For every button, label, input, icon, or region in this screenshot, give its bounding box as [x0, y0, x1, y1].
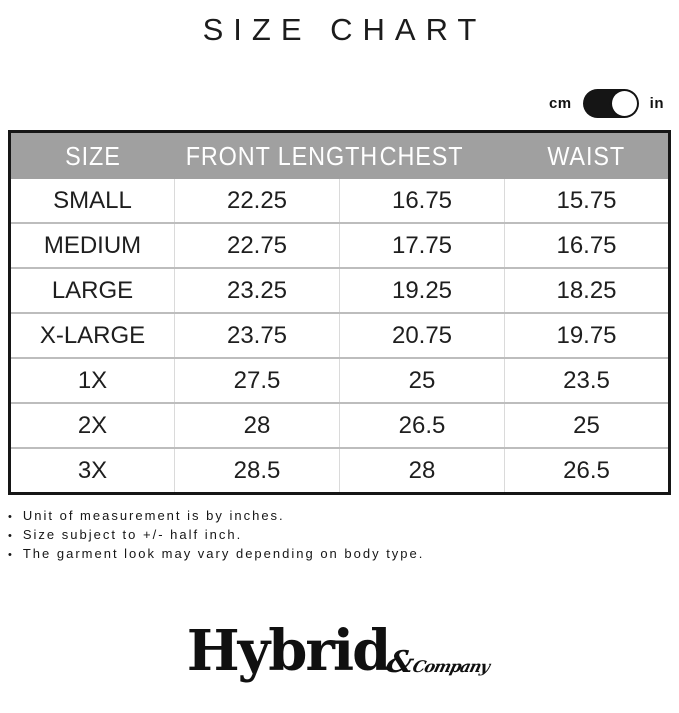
size-cell: 2X: [9, 402, 175, 448]
size-chart-table: SIZE FRONT LENGTH CHEST WAIST SMALL 22.2…: [8, 130, 671, 495]
front-length-cell: 23.25: [174, 267, 340, 313]
in-label: in: [649, 94, 664, 112]
brand-logo: Hybrid&Company: [0, 614, 679, 689]
chest-cell: 17.75: [339, 222, 505, 268]
note-item: • Size subject to +/- half inch.: [8, 526, 679, 545]
chest-cell: 28: [339, 447, 505, 494]
table-row: X-LARGE 23.75 20.75 19.75: [9, 312, 670, 358]
note-item: • The garment look may vary depending on…: [8, 545, 679, 564]
chest-cell: 19.25: [339, 267, 505, 313]
table-header-row: SIZE FRONT LENGTH CHEST WAIST: [9, 131, 670, 179]
note-text: Unit of measurement is by inches.: [22, 508, 285, 523]
unit-toggle-group: cm in: [0, 88, 679, 118]
chest-cell: 20.75: [339, 312, 505, 358]
note-item: • Unit of measurement is by inches.: [8, 507, 679, 526]
bullet-icon: •: [8, 549, 14, 561]
note-text: The garment look may vary depending on b…: [22, 546, 425, 561]
logo-company-text: Company: [411, 657, 492, 676]
column-header-chest: CHEST: [339, 131, 505, 179]
size-chart-table-container: SIZE FRONT LENGTH CHEST WAIST SMALL 22.2…: [8, 130, 671, 495]
cm-label: cm: [548, 94, 572, 112]
waist-cell: 16.75: [504, 222, 670, 268]
table-row: SMALL 22.25 16.75 15.75: [9, 179, 670, 223]
front-length-cell: 27.5: [174, 357, 340, 403]
front-length-cell: 28.5: [174, 447, 340, 494]
waist-cell: 25: [504, 402, 670, 448]
front-length-cell: 22.25: [174, 179, 340, 223]
note-text: Size subject to +/- half inch.: [22, 527, 243, 542]
waist-cell: 15.75: [504, 179, 670, 223]
bullet-icon: •: [8, 530, 14, 542]
front-length-cell: 22.75: [174, 222, 340, 268]
column-header-front-length: FRONT LENGTH: [174, 131, 377, 179]
table-row: 2X 28 26.5 25: [9, 402, 670, 448]
notes-list: • Unit of measurement is by inches. • Si…: [8, 507, 679, 564]
table-row: 1X 27.5 25 23.5: [9, 357, 670, 403]
column-header-size: SIZE: [9, 131, 175, 179]
chest-cell: 25: [339, 357, 505, 403]
bullet-icon: •: [8, 511, 14, 523]
table-row: MEDIUM 22.75 17.75 16.75: [9, 222, 670, 268]
size-cell: 1X: [9, 357, 175, 403]
size-cell: SMALL: [9, 179, 175, 223]
size-cell: MEDIUM: [9, 222, 175, 268]
waist-cell: 19.75: [504, 312, 670, 358]
waist-cell: 18.25: [504, 267, 670, 313]
front-length-cell: 28: [174, 402, 340, 448]
front-length-cell: 23.75: [174, 312, 340, 358]
table-body: SMALL 22.25 16.75 15.75 MEDIUM 22.75 17.…: [9, 179, 670, 494]
toggle-knob-icon: [611, 90, 637, 116]
page-title: SIZE CHART: [202, 12, 487, 47]
size-cell: LARGE: [9, 267, 175, 313]
logo-brand-text: Hybrid: [186, 618, 392, 684]
waist-cell: 26.5: [504, 447, 670, 494]
chest-cell: 16.75: [339, 179, 505, 223]
table-row: 3X 28.5 28 26.5: [9, 447, 670, 494]
size-cell: X-LARGE: [9, 312, 175, 358]
column-header-waist: WAIST: [504, 131, 670, 179]
waist-cell: 23.5: [504, 357, 670, 403]
table-row: LARGE 23.25 19.25 18.25: [9, 267, 670, 313]
size-cell: 3X: [9, 447, 175, 494]
unit-toggle-switch[interactable]: [582, 88, 639, 118]
chest-cell: 26.5: [339, 402, 505, 448]
